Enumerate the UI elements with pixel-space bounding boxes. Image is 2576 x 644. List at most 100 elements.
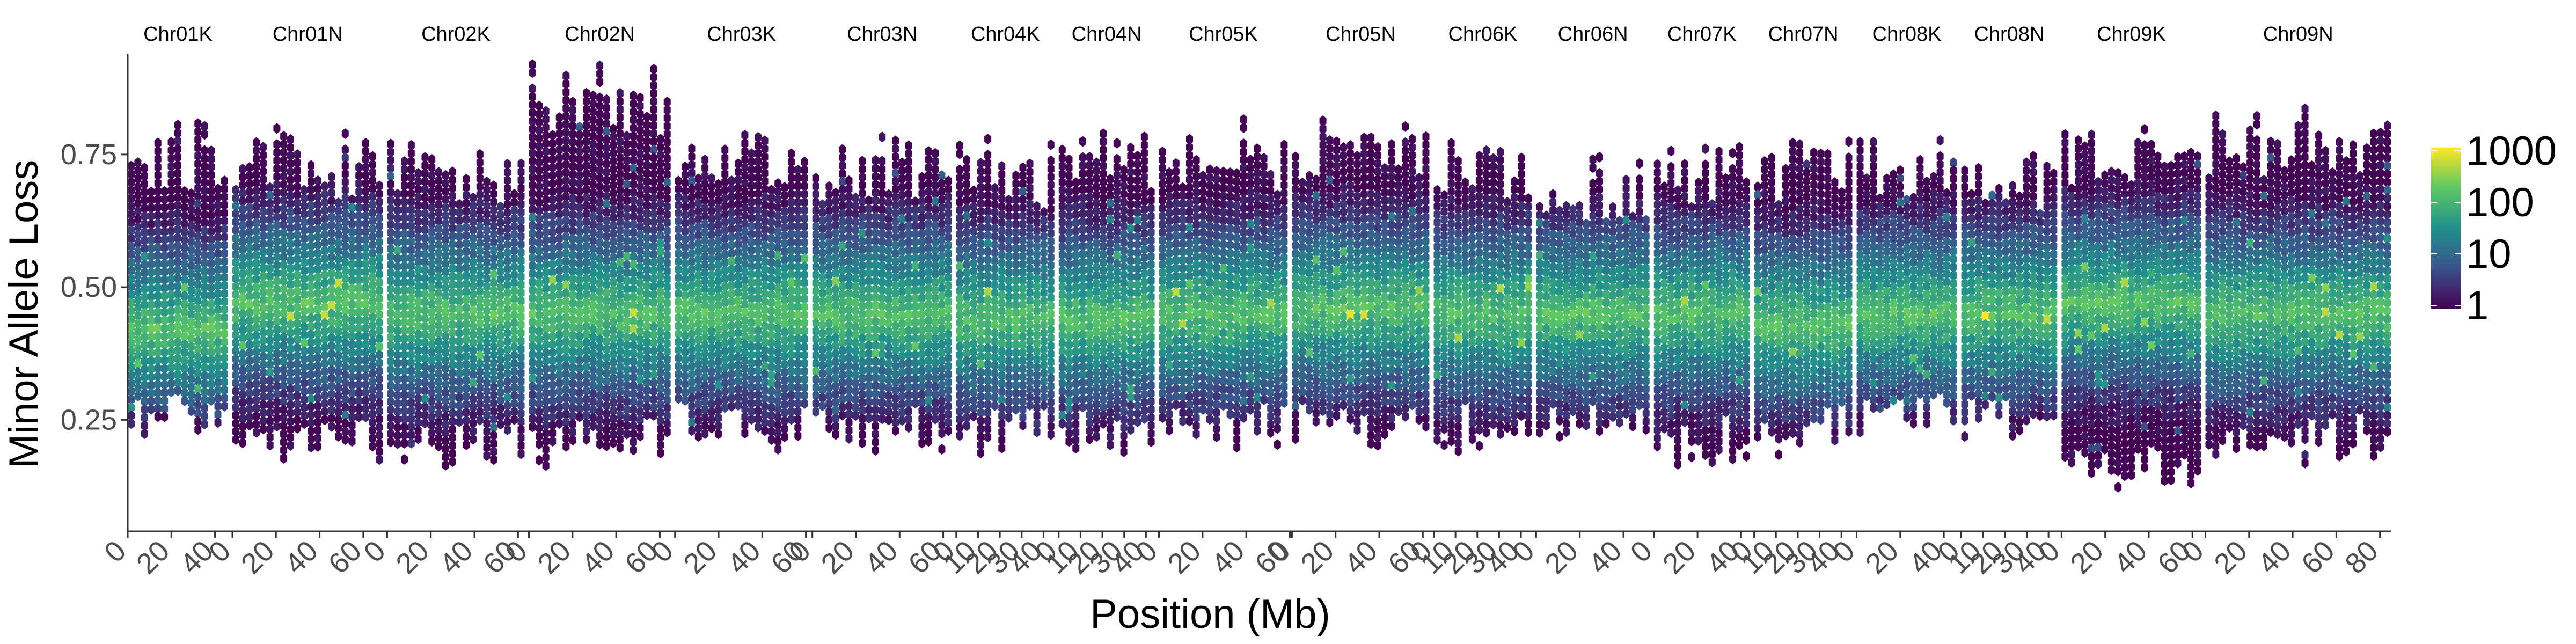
hex-bin [239,228,246,239]
hex-bin [341,128,349,139]
hex-bin [148,307,155,318]
hex-bin [208,282,215,294]
hex-bin [181,355,188,366]
hex-bin [134,230,142,241]
hex-bin [246,315,253,326]
hex-bin [141,195,148,206]
hex-bin [239,220,246,231]
hex-bin [246,226,253,238]
hex-bin [1072,443,1080,454]
hex-bin [583,434,590,445]
hex-bin [154,266,162,277]
hex-bin [167,305,175,317]
hex-bin [141,275,148,287]
hex-bin [187,220,195,231]
facet-panel-chr04n [1058,128,1155,457]
hex-bin [167,193,175,204]
hex-bin [714,428,722,440]
hex-bin [253,153,260,164]
facet-label-chr02n: Chr02N [565,23,635,46]
hex-bin [187,228,195,239]
hex-bin [246,259,253,270]
hex-bin [128,249,135,260]
hex-bin [657,448,664,459]
hex-bin [154,194,162,205]
hex-bin [232,377,239,389]
facet-panel-chr01n [232,123,383,465]
hex-bin [174,120,181,131]
hex-bin [181,395,188,406]
hex-bin [167,354,175,365]
hex-bin [194,279,202,290]
hex-bin [232,192,239,203]
hex-bin [128,305,135,317]
hex-bin [266,359,274,370]
hex-bin [201,402,208,414]
hex-bin [208,258,215,269]
hex-bin [154,162,162,173]
hex-bin [201,217,208,229]
hex-bin [208,250,215,261]
hex-bin [221,183,228,194]
hex-bin [194,384,202,395]
hex-bin [253,306,260,317]
hex-bin [266,343,274,354]
hex-bin [314,441,321,452]
hex-bin [246,291,253,302]
hex-bin [214,336,222,348]
hex-bin [239,204,246,215]
hex-bin [266,423,274,435]
hex-bin [201,201,208,213]
hex-bin [141,291,148,303]
hex-bin [239,349,246,360]
hex-bin [154,290,162,302]
hex-bin [134,367,142,378]
hex-bin [232,393,239,405]
hex-bin [839,409,846,421]
hex-bin [253,169,260,180]
hex-bin [266,222,274,233]
hex-bin [161,290,169,302]
hex-bin [259,166,267,177]
hex-bin [148,339,155,350]
hex-bin [253,137,260,148]
hex-bin [259,246,267,258]
hex-bin [154,153,162,165]
hex-bin [266,375,274,386]
hex-bin [167,257,175,268]
hex-bin [194,424,202,435]
hex-bin [259,335,267,346]
hex-bin [174,224,181,236]
hex-bin [259,367,267,378]
hex-bin [201,419,208,430]
hex-bin [194,215,202,226]
hex-bin [630,444,637,456]
hex-bin [407,437,415,449]
hex-bin [161,347,169,358]
hex-bin [208,145,215,157]
hex-bin [174,232,181,244]
hex-bin [266,182,274,193]
hex-bin [187,405,195,416]
hex-bin [675,393,682,404]
hex-bin [128,281,135,292]
hex-bin [148,210,155,222]
hex-bin [141,396,148,407]
hex-bin [232,273,239,284]
hex-bin [273,260,281,271]
hex-bin [246,162,253,173]
hex-bin [208,210,215,221]
hex-bin [161,363,169,374]
hex-bin [984,134,992,145]
hex-bin [141,308,148,319]
hex-bin [761,425,769,436]
hex-bin [161,331,169,342]
hex-bin [735,400,742,411]
hex-bin [141,404,148,415]
hex-bin [221,304,228,315]
hex-bin [161,186,169,197]
hex-bin [201,258,208,269]
hex-bin [134,254,142,265]
hex-bin [208,331,215,342]
hex-bin [167,160,175,172]
